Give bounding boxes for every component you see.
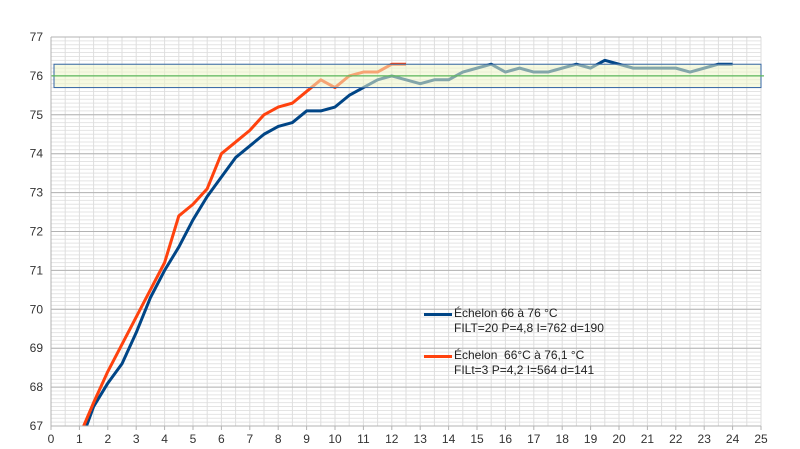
x-tick-label: 15 (470, 432, 484, 446)
x-tick-label: 22 (669, 432, 683, 446)
x-tick-label: 14 (442, 432, 456, 446)
legend-item-series-1: Échelon 66 à 76 °C FILT=20 P=4,8 I=762 d… (422, 306, 604, 336)
y-tick-label: 76 (30, 69, 44, 83)
y-tick-label: 69 (30, 341, 44, 355)
x-tick-label: 12 (385, 432, 399, 446)
x-tick-label: 7 (246, 432, 253, 446)
x-tick-label: 20 (612, 432, 626, 446)
x-tick-label: 19 (584, 432, 598, 446)
x-tick-label: 6 (218, 432, 225, 446)
y-tick-label: 71 (30, 263, 44, 277)
y-tick-label: 74 (30, 147, 44, 161)
y-tick-label: 75 (30, 108, 44, 122)
y-tick-label: 70 (30, 302, 44, 316)
x-tick-label: 24 (726, 432, 740, 446)
x-tick-label: 17 (527, 432, 541, 446)
x-tick-label: 5 (190, 432, 197, 446)
legend-label-series-2-params: FILt=3 P=4,2 I=564 d=141 (454, 363, 595, 377)
x-tick-label: 13 (414, 432, 428, 446)
y-tick-label: 73 (30, 186, 44, 200)
x-tick-label: 11 (357, 432, 370, 446)
y-tick-label: 67 (30, 419, 44, 433)
y-tick-label: 72 (30, 225, 44, 239)
x-tick-label: 0 (48, 432, 55, 446)
y-tick-label: 77 (30, 30, 44, 44)
x-tick-label: 4 (161, 432, 168, 446)
x-tick-label: 16 (499, 432, 513, 446)
x-tick-label: 25 (754, 432, 768, 446)
x-tick-label: 1 (76, 432, 83, 446)
legend-item-series-2: Échelon 66°C à 76,1 °C FILt=3 P=4,2 I=56… (422, 348, 604, 378)
legend-swatch-series-1 (424, 313, 452, 316)
x-tick-label: 2 (104, 432, 111, 446)
x-tick-label: 8 (275, 432, 282, 446)
x-tick-label: 23 (698, 432, 712, 446)
legend-label-series-1-params: FILT=20 P=4,8 I=762 d=190 (454, 321, 604, 335)
grid (50, 36, 762, 427)
x-tick-label: 18 (556, 432, 570, 446)
x-tick-label: 9 (303, 432, 310, 446)
x-tick-label: 3 (133, 432, 140, 446)
legend-label-series-2: Échelon 66°C à 76,1 °C (454, 348, 585, 362)
legend: Échelon 66 à 76 °C FILT=20 P=4,8 I=762 d… (422, 306, 604, 390)
x-tick-label: 10 (328, 432, 342, 446)
target-band-group (51, 63, 764, 89)
legend-swatch-series-2 (424, 355, 452, 358)
y-tick-label: 68 (30, 380, 44, 394)
x-tick-label: 21 (641, 432, 655, 446)
legend-label-series-1: Échelon 66 à 76 °C (454, 306, 558, 320)
